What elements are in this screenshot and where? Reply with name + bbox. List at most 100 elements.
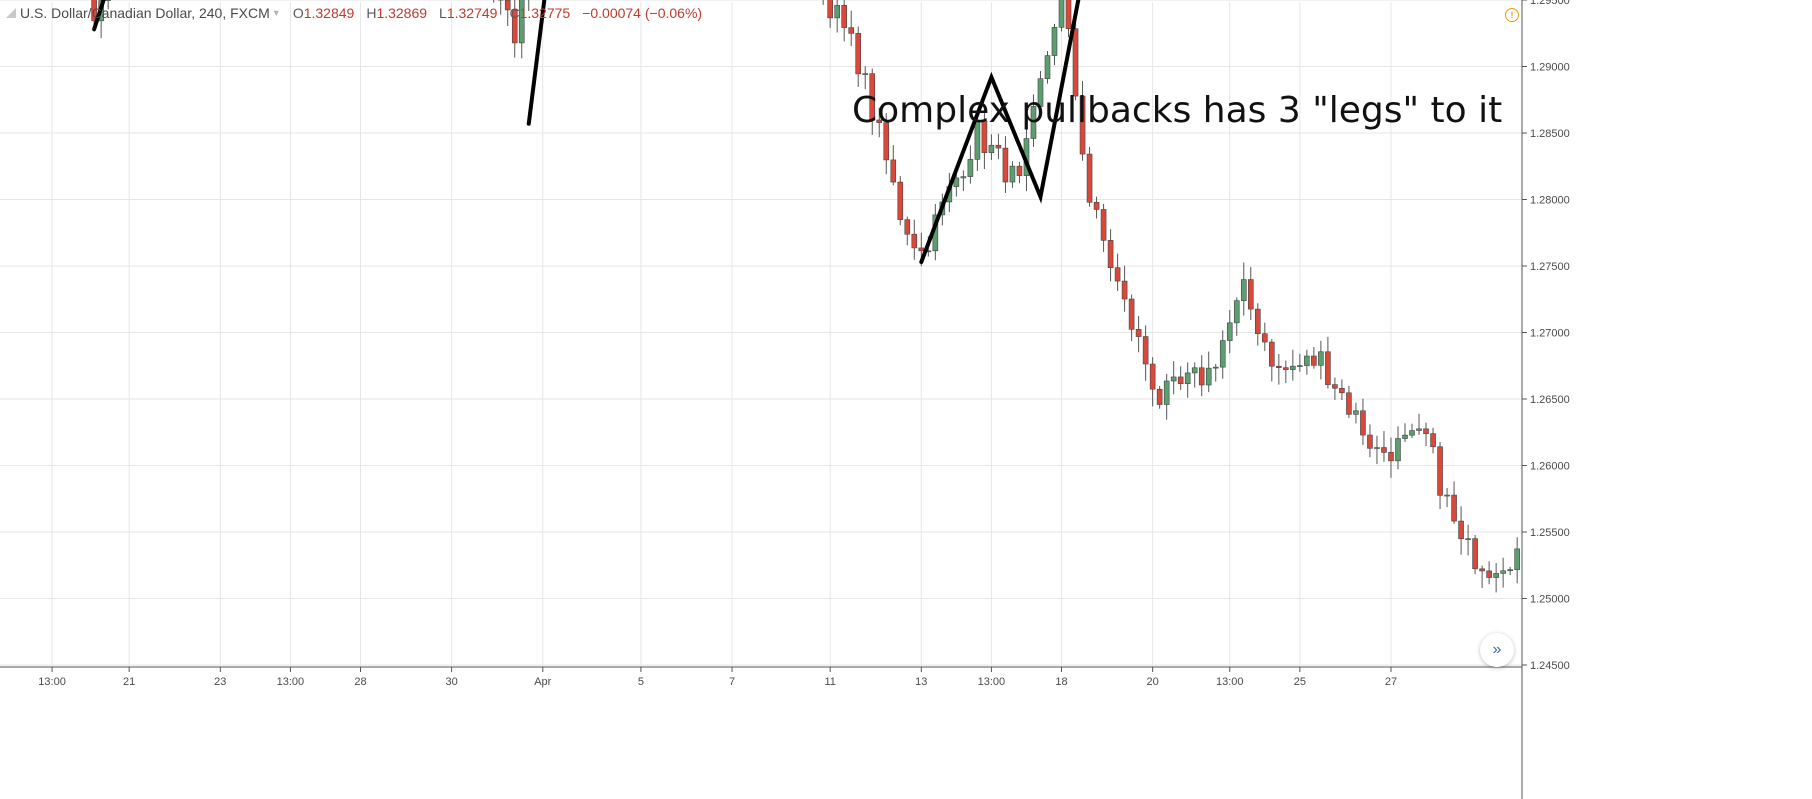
candle xyxy=(1205,351,1212,393)
candle xyxy=(883,113,890,175)
candle-body xyxy=(1149,363,1156,390)
candle xyxy=(981,110,988,170)
candle xyxy=(834,0,840,33)
candle xyxy=(1318,340,1324,380)
time-tick-label: 13:00 xyxy=(38,676,66,688)
candle-body xyxy=(1479,568,1485,572)
close-value: 1.32775 xyxy=(519,5,571,21)
ohlc-low: L1.32749 xyxy=(439,5,497,21)
candle-body xyxy=(855,33,862,75)
candle xyxy=(1367,424,1373,458)
candles xyxy=(91,0,1520,593)
candle-body xyxy=(504,0,511,11)
candle xyxy=(1332,377,1338,400)
candle xyxy=(1072,19,1079,101)
symbol-icon xyxy=(6,8,16,18)
candle-body xyxy=(827,0,833,19)
candle-body xyxy=(1254,308,1261,334)
candle-body xyxy=(1107,240,1114,268)
candle xyxy=(904,216,911,246)
time-tick-label: 28 xyxy=(354,676,366,688)
candle xyxy=(1114,253,1121,291)
candle-body xyxy=(1051,27,1058,56)
candle-body xyxy=(1072,28,1079,97)
candle-body xyxy=(960,176,967,179)
candle xyxy=(1437,442,1443,510)
candle xyxy=(1177,366,1184,390)
candle-body xyxy=(1346,392,1352,415)
candle-body xyxy=(1198,367,1205,386)
time-tick-label: 5 xyxy=(638,676,644,688)
low-label: L xyxy=(439,5,447,21)
candle xyxy=(911,219,918,260)
price-tick-label: 1.25000 xyxy=(1530,594,1570,606)
scroll-to-realtime-button[interactable]: » xyxy=(1480,633,1514,667)
candle-body xyxy=(1100,209,1107,241)
candle xyxy=(1009,161,1016,188)
candle xyxy=(1360,398,1366,446)
price-tick-label: 1.29000 xyxy=(1530,62,1570,74)
candle-body xyxy=(897,181,904,220)
candle xyxy=(1030,94,1037,147)
candle-body xyxy=(1297,365,1303,367)
price-tick-label: 1.29500 xyxy=(1530,0,1570,7)
candle-body xyxy=(1409,430,1415,436)
candle-body xyxy=(1037,78,1044,107)
open-label: O xyxy=(292,5,304,21)
alert-icon[interactable]: ! xyxy=(1505,8,1519,22)
time-tick-label: 18 xyxy=(1055,676,1067,688)
candle-body xyxy=(91,0,97,22)
price-tick-label: 1.28500 xyxy=(1530,128,1570,140)
price-tick-label: 1.25500 xyxy=(1530,527,1570,539)
candle xyxy=(869,68,876,135)
time-tick-label: 13:00 xyxy=(277,676,305,688)
ohlc-high: H1.32869 xyxy=(366,5,427,21)
grid-lines xyxy=(0,0,1522,667)
candle-body xyxy=(974,120,981,160)
candle-body xyxy=(1507,569,1513,572)
candle xyxy=(1037,70,1044,115)
candle-body xyxy=(1142,336,1149,365)
symbol-title[interactable]: U.S. Dollar/Canadian Dollar, 240, FXCM xyxy=(20,5,270,21)
candle xyxy=(1093,196,1100,219)
candle-body xyxy=(1114,267,1121,282)
candle xyxy=(1100,203,1107,252)
candle xyxy=(974,114,981,172)
time-tick-label: 21 xyxy=(123,676,135,688)
candle xyxy=(1016,161,1023,184)
candle xyxy=(1086,146,1093,207)
candle-body xyxy=(1423,428,1429,434)
candle xyxy=(504,0,511,27)
candle-body xyxy=(1212,366,1219,369)
open-value: 1.32849 xyxy=(303,5,355,21)
candle xyxy=(1395,426,1401,470)
candle-body xyxy=(1163,380,1170,405)
candle xyxy=(1493,563,1499,593)
candle xyxy=(1135,315,1142,353)
candle-body xyxy=(848,27,855,34)
candle-body xyxy=(1339,387,1345,394)
candle-body xyxy=(1325,351,1331,385)
candle-body xyxy=(1240,279,1247,301)
candle-body xyxy=(1367,434,1373,449)
pullback-3-line xyxy=(919,0,1081,265)
candle-body xyxy=(869,73,876,121)
candle xyxy=(1002,136,1009,194)
candle-body xyxy=(1416,428,1422,431)
candle xyxy=(1430,427,1436,454)
candle xyxy=(1233,297,1240,336)
candle-body xyxy=(1290,365,1296,370)
candle-body xyxy=(1002,147,1009,183)
candle-body xyxy=(511,9,518,44)
candle-body xyxy=(1170,376,1177,382)
price-tick-label: 1.26500 xyxy=(1530,394,1570,406)
candle xyxy=(1479,565,1485,588)
price-tick-label: 1.24500 xyxy=(1530,660,1570,672)
candle-body xyxy=(1030,106,1037,139)
chevron-down-icon[interactable]: ▾ xyxy=(273,7,279,19)
candle xyxy=(960,170,967,191)
candle-body xyxy=(1093,201,1100,210)
candle-body xyxy=(1493,573,1499,578)
